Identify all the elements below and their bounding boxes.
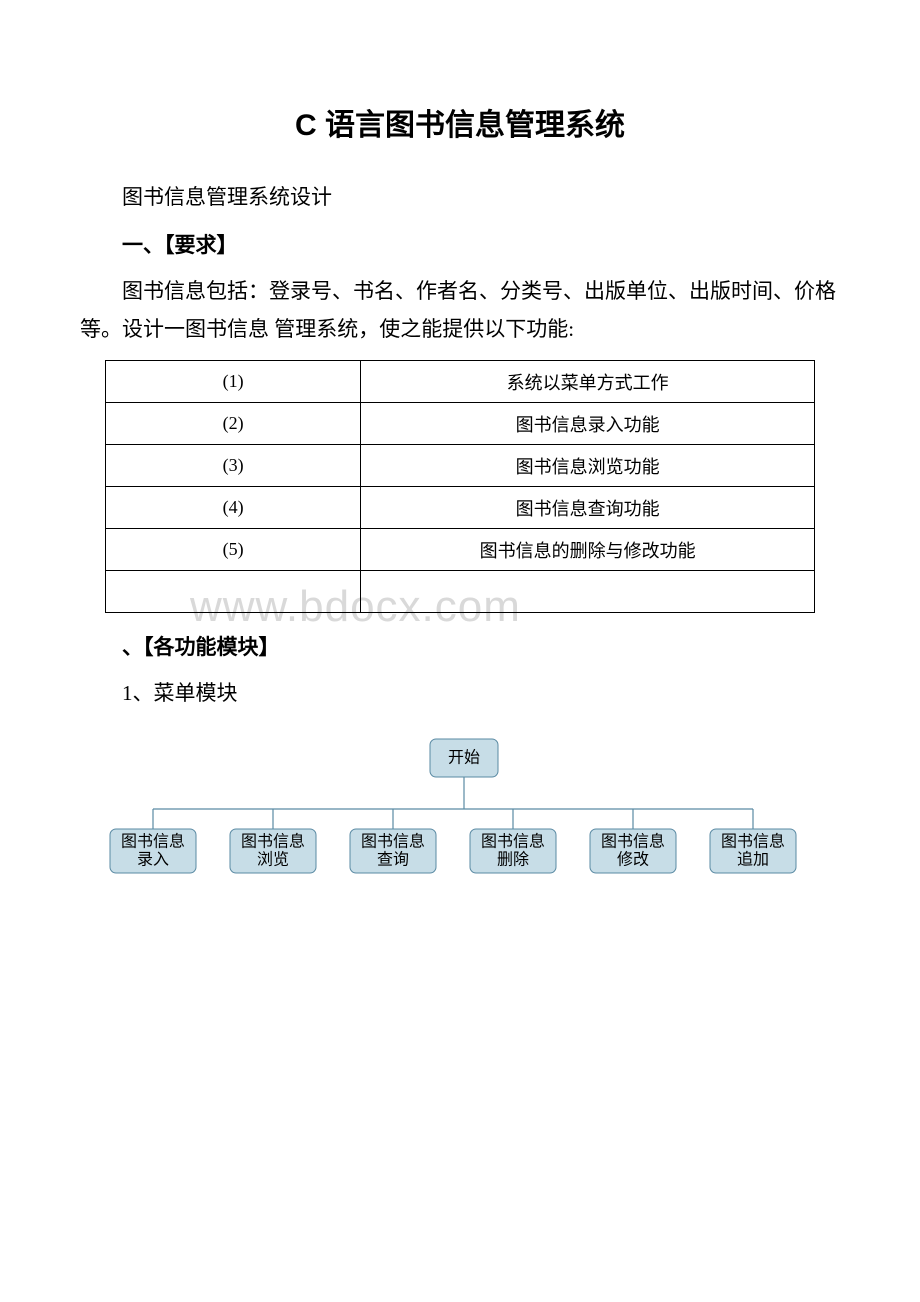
table-cell-desc bbox=[361, 571, 815, 613]
table-row: (5) 图书信息的删除与修改功能 bbox=[106, 529, 815, 571]
flowchart-child-label: 图书信息 bbox=[241, 833, 305, 851]
flowchart-root-label: 开始 bbox=[448, 749, 480, 767]
table-cell-num: (5) bbox=[106, 529, 361, 571]
flowchart-svg: 开始 图书信息 录入 图书信息 浏览 图书信息 查询 图书信息 删除 图书信息 … bbox=[100, 731, 820, 891]
table-row: (2) 图书信息录入功能 bbox=[106, 403, 815, 445]
table-cell-desc: 图书信息浏览功能 bbox=[361, 445, 815, 487]
flowchart-child-label: 图书信息 bbox=[361, 833, 425, 851]
table-cell-desc: 图书信息录入功能 bbox=[361, 403, 815, 445]
page-title: C 语言图书信息管理系统 bbox=[80, 100, 840, 144]
table-cell-num: (4) bbox=[106, 487, 361, 529]
section-1-body: 图书信息包括：登录号、书名、作者名、分类号、出版单位、出版时间、价格等。设计一图… bbox=[80, 273, 840, 349]
flowchart-diagram: 开始 图书信息 录入 图书信息 浏览 图书信息 查询 图书信息 删除 图书信息 … bbox=[100, 731, 820, 891]
flowchart-child-label: 追加 bbox=[737, 851, 769, 869]
flowchart-child-label: 图书信息 bbox=[601, 833, 665, 851]
table-row: (1) 系统以菜单方式工作 bbox=[106, 361, 815, 403]
flowchart-child-label: 查询 bbox=[377, 851, 409, 869]
flowchart-child-label: 删除 bbox=[497, 851, 529, 869]
flowchart-child-label: 浏览 bbox=[257, 851, 289, 869]
table-cell-num: (1) bbox=[106, 361, 361, 403]
table-cell-desc: 系统以菜单方式工作 bbox=[361, 361, 815, 403]
section-2-heading: 、【各功能模块】 bbox=[80, 631, 840, 661]
subtitle-paragraph: 图书信息管理系统设计 bbox=[80, 179, 840, 217]
flowchart-child-label: 图书信息 bbox=[481, 833, 545, 851]
table-cell-desc: 图书信息的删除与修改功能 bbox=[361, 529, 815, 571]
table-cell-num: (3) bbox=[106, 445, 361, 487]
section-1-heading: 一、【要求】 bbox=[80, 229, 840, 259]
flowchart-child-label: 录入 bbox=[137, 851, 169, 869]
flowchart-child-label: 修改 bbox=[617, 851, 649, 869]
flowchart-child-label: 图书信息 bbox=[721, 833, 785, 851]
flowchart-child-label: 图书信息 bbox=[121, 833, 185, 851]
table-row: (3) 图书信息浏览功能 bbox=[106, 445, 815, 487]
table-row: (4) 图书信息查询功能 bbox=[106, 487, 815, 529]
section-2-sub: 1、菜单模块 bbox=[80, 675, 840, 713]
table-cell-num bbox=[106, 571, 361, 613]
table-cell-num: (2) bbox=[106, 403, 361, 445]
requirements-table: (1) 系统以菜单方式工作 (2) 图书信息录入功能 (3) 图书信息浏览功能 … bbox=[105, 360, 815, 613]
table-row bbox=[106, 571, 815, 613]
table-cell-desc: 图书信息查询功能 bbox=[361, 487, 815, 529]
